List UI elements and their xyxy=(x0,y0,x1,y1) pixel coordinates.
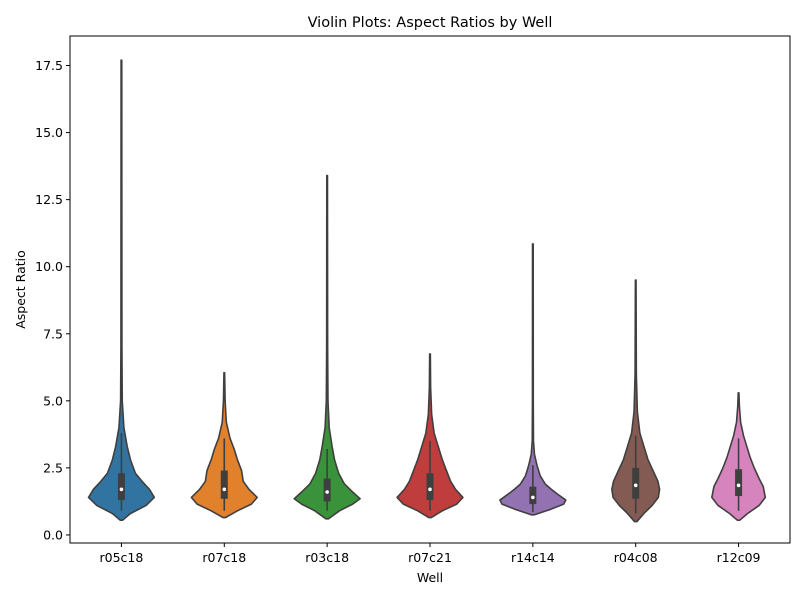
violin-median-dot xyxy=(633,483,638,488)
y-axis-label: Aspect Ratio xyxy=(13,250,28,329)
violin-iqr-box xyxy=(529,486,537,505)
x-tick-label: r05c18 xyxy=(100,550,144,565)
violin-iqr-box xyxy=(426,473,434,501)
violin-median-dot xyxy=(119,487,124,492)
violin-median-dot xyxy=(531,495,535,500)
chart-title: Violin Plots: Aspect Ratios by Well xyxy=(308,15,553,31)
y-axis: 0.0 2.5 5.0 7.5 10.0 12.5 15.0 17.5 xyxy=(35,58,70,542)
violin-body xyxy=(87,59,156,521)
x-tick-label: r07c21 xyxy=(408,550,452,565)
y-tick-label: 2.5 xyxy=(43,460,63,475)
x-tick-label: r03c18 xyxy=(305,550,349,565)
violin-r07c18 xyxy=(190,371,258,519)
y-tick-label: 17.5 xyxy=(35,58,63,73)
x-tick-label: r04c08 xyxy=(614,550,658,565)
violin-body xyxy=(293,174,361,520)
x-tick-label: r12c09 xyxy=(717,550,761,565)
violin-iqr-box xyxy=(632,467,640,499)
violin-r03c18 xyxy=(293,174,361,520)
violins-layer xyxy=(87,59,767,523)
x-axis-label: Well xyxy=(417,570,443,585)
y-tick-label: 0.0 xyxy=(43,527,63,542)
violin-iqr-box xyxy=(735,469,743,497)
violin-r12c09 xyxy=(711,391,767,521)
violin-body xyxy=(499,243,567,516)
violin-r14c14 xyxy=(499,243,567,516)
x-tick-label: r07c18 xyxy=(202,550,246,565)
violin-median-dot xyxy=(736,483,741,488)
plot-frame xyxy=(69,35,791,544)
violin-r07c21 xyxy=(396,353,464,519)
y-tick-label: 15.0 xyxy=(35,125,63,140)
y-tick-label: 12.5 xyxy=(35,192,63,207)
violin-median-dot xyxy=(325,490,329,494)
violin-iqr-box xyxy=(323,478,331,502)
violin-median-dot xyxy=(222,487,227,492)
violin-r04c08 xyxy=(611,279,661,523)
violin-r05c18 xyxy=(87,59,156,521)
violin-median-dot xyxy=(428,487,432,492)
y-tick-label: 7.5 xyxy=(43,326,63,341)
violin-body xyxy=(396,353,464,519)
y-tick-label: 5.0 xyxy=(43,393,63,408)
violin-iqr-box xyxy=(220,470,228,499)
violin-iqr-box xyxy=(117,473,125,501)
y-tick-label: 10.0 xyxy=(35,259,63,274)
violin-body xyxy=(611,279,661,523)
x-tick-label: r14c14 xyxy=(511,550,555,565)
x-axis: r05c18 r07c18 r03c18 r07c21 r14c14 r04c08 r12c… xyxy=(100,543,761,565)
